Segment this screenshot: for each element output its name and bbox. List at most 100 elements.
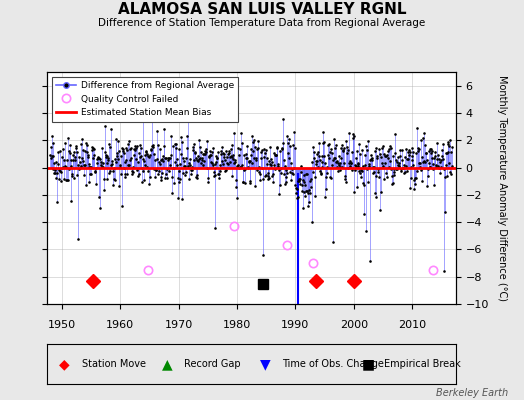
Point bbox=[62, 177, 70, 184]
Point bbox=[311, 193, 319, 199]
Point bbox=[348, 149, 356, 156]
Point bbox=[340, 160, 348, 166]
Point bbox=[177, 150, 185, 157]
Point bbox=[362, 228, 370, 234]
Point bbox=[274, 161, 282, 168]
Point bbox=[54, 149, 62, 156]
Point bbox=[288, 166, 296, 172]
Point bbox=[413, 125, 421, 131]
Point bbox=[374, 169, 382, 175]
Point bbox=[372, 194, 380, 200]
Point bbox=[313, 158, 321, 164]
Point bbox=[402, 168, 411, 174]
Point bbox=[419, 159, 427, 165]
Point bbox=[309, 144, 317, 150]
Point bbox=[102, 160, 111, 166]
Point bbox=[163, 166, 171, 173]
Point bbox=[304, 187, 313, 193]
Point bbox=[90, 146, 99, 152]
Point bbox=[296, 176, 304, 182]
Point bbox=[156, 176, 165, 183]
Point bbox=[299, 179, 308, 185]
Point bbox=[363, 166, 372, 172]
Point bbox=[343, 144, 351, 150]
Point bbox=[115, 164, 124, 170]
Point bbox=[427, 150, 435, 156]
Point bbox=[154, 171, 162, 177]
Point bbox=[151, 167, 160, 173]
Point bbox=[362, 143, 370, 150]
Point bbox=[224, 150, 233, 156]
Point bbox=[300, 189, 308, 196]
Point bbox=[373, 154, 381, 161]
Point bbox=[392, 157, 400, 163]
Point bbox=[394, 153, 402, 160]
Point bbox=[309, 169, 318, 176]
Point bbox=[443, 150, 451, 156]
Point bbox=[375, 174, 383, 180]
Point bbox=[368, 164, 377, 171]
Point bbox=[203, 175, 212, 181]
Text: ▲: ▲ bbox=[161, 357, 172, 371]
Point bbox=[345, 160, 354, 166]
Point bbox=[289, 171, 297, 178]
Point bbox=[158, 170, 166, 176]
Point bbox=[439, 156, 447, 163]
Point bbox=[434, 163, 442, 169]
Point bbox=[272, 143, 281, 150]
Point bbox=[232, 176, 240, 183]
Point bbox=[214, 171, 223, 177]
Point bbox=[230, 159, 238, 166]
Point bbox=[396, 146, 405, 153]
Point bbox=[259, 154, 268, 160]
Point bbox=[84, 152, 92, 159]
Point bbox=[187, 171, 195, 178]
Point bbox=[182, 168, 190, 175]
Point bbox=[399, 165, 408, 172]
Point bbox=[255, 169, 263, 175]
Point bbox=[426, 164, 434, 170]
Point bbox=[100, 176, 108, 182]
Point bbox=[147, 147, 156, 153]
Point bbox=[167, 133, 175, 140]
Point bbox=[167, 152, 176, 158]
Text: Berkeley Earth: Berkeley Earth bbox=[436, 388, 508, 398]
Point bbox=[204, 179, 212, 185]
Point bbox=[217, 151, 225, 158]
Point bbox=[281, 174, 290, 180]
Point bbox=[332, 163, 341, 170]
Point bbox=[48, 153, 56, 159]
Point bbox=[413, 145, 422, 152]
Point bbox=[303, 171, 311, 177]
Point bbox=[421, 150, 430, 156]
Point bbox=[201, 148, 209, 154]
Point bbox=[436, 164, 445, 170]
Text: ◆: ◆ bbox=[59, 357, 70, 371]
Point bbox=[384, 148, 392, 154]
Point bbox=[106, 168, 114, 174]
Point bbox=[364, 179, 372, 186]
Point bbox=[369, 170, 377, 176]
Point bbox=[317, 170, 325, 176]
Point bbox=[125, 162, 134, 168]
Point bbox=[89, 155, 97, 162]
Text: ALAMOSA SAN LUIS VALLEY RGNL: ALAMOSA SAN LUIS VALLEY RGNL bbox=[118, 2, 406, 17]
Text: ▼: ▼ bbox=[260, 357, 270, 371]
Point bbox=[298, 188, 306, 194]
Point bbox=[58, 154, 67, 160]
Point bbox=[379, 176, 388, 182]
Point bbox=[103, 153, 112, 159]
Point bbox=[285, 136, 293, 142]
Point bbox=[121, 171, 129, 177]
Point bbox=[229, 152, 237, 158]
Point bbox=[86, 170, 95, 177]
Point bbox=[299, 204, 307, 211]
Point bbox=[84, 179, 93, 185]
Point bbox=[144, 153, 152, 159]
Point bbox=[182, 145, 191, 152]
Point bbox=[381, 159, 389, 166]
Point bbox=[192, 172, 201, 178]
Point bbox=[111, 156, 119, 162]
Point bbox=[339, 147, 347, 153]
Point bbox=[387, 173, 396, 180]
